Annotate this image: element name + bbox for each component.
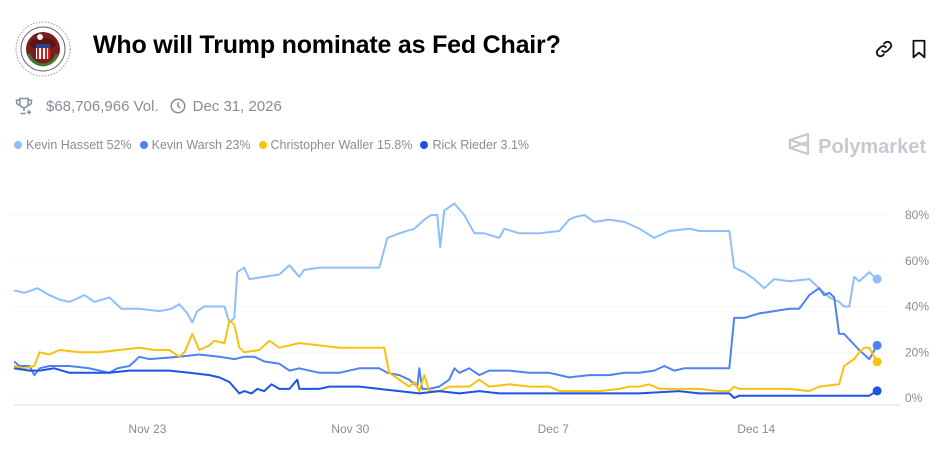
- volume-text: $68,706,966 Vol.: [46, 97, 159, 115]
- legend-dot-icon: [420, 141, 429, 149]
- bookmark-icon[interactable]: [908, 38, 930, 60]
- series-line-kevin-warsh: [13, 287, 878, 390]
- polymarket-logo-icon: [788, 132, 810, 162]
- clock-icon: [169, 97, 187, 115]
- series-line-rick-rieder: [13, 367, 878, 399]
- series-end-dot-christopher-waller: [872, 357, 882, 367]
- legend-label: Rick Rieder 3.1%: [432, 138, 530, 152]
- legend-label: Kevin Hassett 52%: [26, 138, 132, 152]
- x-tick-label: Dec 14: [737, 422, 775, 436]
- y-tick-label: 80%: [905, 208, 929, 222]
- market-stats: $68,706,966 Vol. Dec 31, 2026: [14, 96, 282, 116]
- chart-legend: Kevin Hassett 52% Kevin Warsh 23% Christop…: [14, 138, 529, 152]
- legend-dot-icon: [139, 141, 148, 149]
- polymarket-wordmark: Polymarket: [818, 135, 926, 158]
- series-end-dot-kevin-hassett: [872, 274, 882, 284]
- x-tick-label: Dec 7: [538, 422, 570, 436]
- series-line-christopher-waller: [13, 319, 878, 393]
- trophy-icon: [14, 96, 34, 116]
- y-tick-label: 20%: [905, 345, 929, 359]
- polymarket-brand: Polymarket: [788, 132, 926, 162]
- y-tick-label: 60%: [905, 254, 929, 268]
- x-tick-label: Nov 30: [331, 422, 369, 436]
- legend-label: Christopher Waller 15.8%: [270, 138, 413, 152]
- end-date-text: Dec 31, 2026: [192, 97, 282, 115]
- series-end-dot-rick-rieder: [872, 386, 882, 396]
- legend-item-kevin-hassett: Kevin Hassett 52%: [14, 138, 132, 152]
- page-title: Who will Trump nominate as Fed Chair?: [93, 31, 561, 59]
- link-icon[interactable]: [873, 38, 895, 60]
- legend-item-christopher-waller: Christopher Waller 15.8%: [258, 138, 413, 152]
- series-end-dot-kevin-warsh: [872, 340, 882, 350]
- y-tick-label: 0%: [905, 391, 923, 405]
- x-tick-label: Nov 23: [128, 422, 166, 436]
- legend-item-kevin-warsh: Kevin Warsh 23%: [139, 138, 251, 152]
- legend-dot-icon: [258, 141, 267, 149]
- y-tick-label: 40%: [905, 300, 929, 314]
- fed-seal-logo: [14, 20, 72, 78]
- legend-label: Kevin Warsh 23%: [151, 138, 251, 152]
- series-line-kevin-hassett: [13, 202, 878, 324]
- legend-item-rick-rieder: Rick Rieder 3.1%: [420, 138, 529, 152]
- legend-dot-icon: [14, 141, 22, 149]
